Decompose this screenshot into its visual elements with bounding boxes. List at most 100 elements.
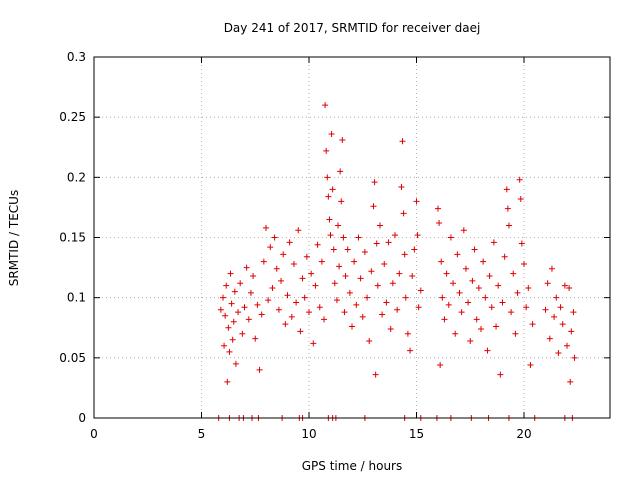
data-point <box>312 282 319 289</box>
data-point <box>438 258 445 265</box>
data-point <box>243 264 250 271</box>
data-point <box>514 289 521 296</box>
data-point <box>323 147 330 154</box>
chart-title: Day 241 of 2017, SRMTID for receiver dae… <box>224 21 481 35</box>
data-point <box>321 316 328 323</box>
y-tick-label: 0 <box>78 411 86 425</box>
data-point <box>325 193 332 200</box>
data-point <box>398 183 405 190</box>
data-point <box>324 174 331 181</box>
data-point <box>271 234 278 241</box>
data-point <box>293 299 300 306</box>
data-point <box>478 325 484 332</box>
grid-lines <box>94 57 610 418</box>
data-point <box>568 328 575 335</box>
data-point <box>570 309 577 316</box>
data-point <box>308 270 315 277</box>
data-point <box>559 321 566 328</box>
data-point <box>250 273 257 280</box>
data-point <box>284 292 291 299</box>
data-point <box>394 306 401 313</box>
data-point <box>521 260 527 267</box>
data-point <box>225 324 232 331</box>
data-point <box>228 300 235 307</box>
data-point <box>241 304 248 311</box>
y-tick-label: 0.2 <box>67 170 86 184</box>
data-point <box>510 270 517 277</box>
data-point <box>467 337 474 344</box>
data-point <box>462 265 469 272</box>
data-point <box>497 371 504 378</box>
data-point <box>571 354 578 361</box>
data-point <box>247 289 254 296</box>
data-point <box>437 362 444 369</box>
data-point <box>409 273 416 280</box>
x-axis-ticks: 0 5 10 15 20 <box>90 57 532 441</box>
data-point <box>286 239 293 246</box>
data-point <box>366 337 373 344</box>
data-point <box>415 304 422 311</box>
data-point <box>414 232 421 239</box>
data-point <box>230 318 237 325</box>
data-point <box>310 340 317 347</box>
data-point <box>326 216 333 223</box>
data-point <box>503 186 510 193</box>
data-point <box>260 258 267 265</box>
data-point <box>222 312 229 319</box>
y-tick-label: 0.1 <box>67 291 86 305</box>
data-point <box>517 195 524 202</box>
data-point <box>501 253 508 260</box>
data-point <box>389 280 396 287</box>
data-point <box>376 222 383 229</box>
data-point <box>399 138 406 145</box>
data-point <box>245 316 252 323</box>
data-point <box>267 244 274 251</box>
data-point <box>361 248 368 255</box>
y-axis-label: SRMTID / TECUs <box>7 190 21 286</box>
data-point <box>387 325 394 332</box>
data-point <box>404 330 411 337</box>
data-point <box>318 258 325 265</box>
y-axis-ticks: 0 0.05 0.1 0.15 0.2 0.25 0.3 <box>59 50 610 425</box>
data-point <box>516 176 523 183</box>
x-tick-label: 5 <box>198 427 206 441</box>
data-point <box>518 240 525 247</box>
data-point <box>564 342 570 349</box>
data-point <box>480 258 487 265</box>
data-point <box>239 330 246 337</box>
data-point <box>441 316 448 323</box>
data-point <box>508 309 515 316</box>
data-point <box>252 335 259 342</box>
data-point <box>301 294 308 301</box>
data-point <box>371 179 378 186</box>
data-point <box>473 316 480 323</box>
data-point <box>235 309 242 316</box>
plot-frame <box>93 56 611 419</box>
data-point <box>373 240 380 247</box>
data-point <box>482 294 489 301</box>
data-point <box>263 224 269 231</box>
data-point <box>445 301 452 308</box>
data-point <box>439 294 446 301</box>
data-point <box>529 321 536 328</box>
data-point <box>542 306 549 313</box>
data-point <box>322 102 329 109</box>
data-point <box>471 246 478 253</box>
data-point <box>401 251 408 258</box>
y-tick-label: 0.25 <box>59 110 86 124</box>
data-point <box>368 268 375 275</box>
data-point <box>344 246 351 253</box>
data-point <box>227 270 234 277</box>
data-point <box>340 234 347 241</box>
data-point <box>314 241 321 248</box>
data-point <box>232 360 239 367</box>
data-point <box>299 275 306 282</box>
data-point <box>452 330 459 337</box>
data-point <box>407 347 414 354</box>
data-point <box>379 311 386 318</box>
data-point <box>436 220 443 227</box>
data-point <box>336 263 343 270</box>
data-point <box>469 277 476 284</box>
data-point <box>458 309 465 316</box>
data-point <box>484 347 491 354</box>
